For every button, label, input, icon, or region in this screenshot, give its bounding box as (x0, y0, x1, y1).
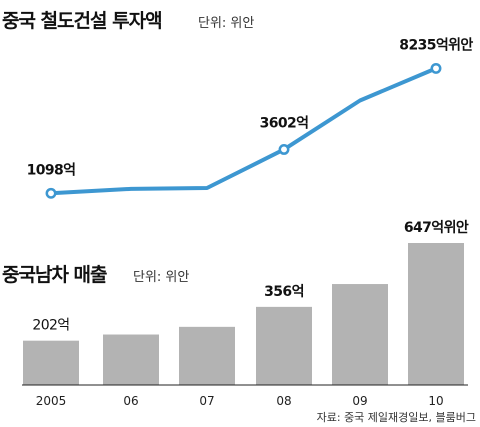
bar-2005 (23, 340, 79, 385)
bar-chart-title: 중국남차 매출 (2, 264, 107, 286)
x-tick-label: 2005 (36, 394, 67, 408)
x-axis-ticks: 2005 06 07 08 09 10 (36, 394, 444, 408)
x-tick-label: 10 (428, 394, 443, 408)
bar-09 (332, 284, 388, 385)
bar-08 (256, 306, 312, 385)
line-chart: 중국 철도건설 투자액 단위: 위안 1098억 3602억 8235억위안 (2, 10, 474, 199)
line-point-marker (430, 62, 442, 74)
x-tick-label: 07 (199, 394, 214, 408)
bar-data-label: 202억 (32, 318, 69, 334)
source-note: 자료: 중국 제일재경일보, 블룸버그 (317, 410, 476, 424)
x-tick-label: 09 (352, 394, 367, 408)
x-tick-label: 06 (123, 394, 138, 408)
line-chart-unit: 단위: 위안 (198, 16, 254, 31)
line-point-marker (45, 187, 57, 199)
bar-chart: 중국남차 매출 단위: 위안 202억 356억 647억위안 2005 06 07 08… (2, 219, 469, 408)
bar-chart-unit: 단위: 위안 (133, 270, 189, 285)
line-data-label: 8235억위안 (399, 36, 473, 53)
line-point-marker (278, 144, 290, 155)
bar-series: 202억 356억 647억위안 (23, 219, 469, 385)
bar-07 (179, 326, 235, 385)
line-data-label: 3602억 (260, 115, 309, 131)
bar-data-label: 356억 (264, 284, 304, 300)
bar-data-label: 647억위안 (404, 219, 469, 236)
line-series: 1098억 3602억 8235억위안 (27, 36, 474, 199)
line-series-path (49, 66, 438, 196)
bar-10 (408, 243, 464, 385)
line-chart-title: 중국 철도건설 투자액 (2, 10, 162, 32)
x-tick-label: 08 (276, 394, 291, 408)
bar-06 (103, 334, 159, 385)
line-data-label: 1098억 (27, 162, 76, 178)
